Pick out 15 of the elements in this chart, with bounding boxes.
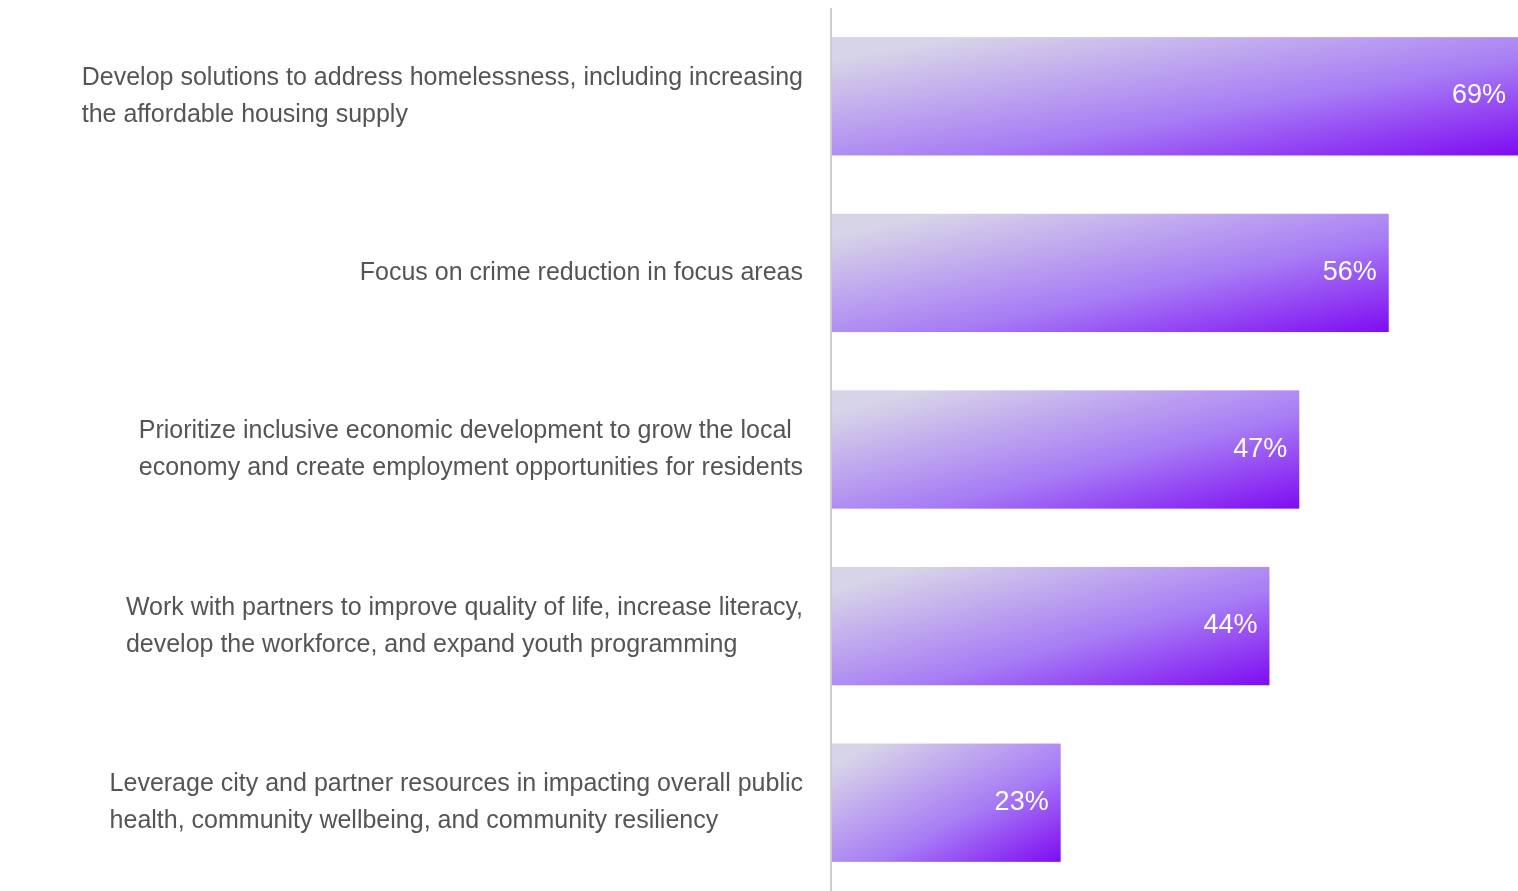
data-label: 44% xyxy=(1203,609,1258,640)
data-label: 23% xyxy=(994,785,1049,816)
data-label: 47% xyxy=(1233,432,1288,463)
y-tick-label: Prioritize inclusive economic development to grow the local economy and create employment opportunities for residents xyxy=(138,414,803,480)
y-tick-label: Work with partners to improve quality of life, increase literacy, develop the workforce, and expand youth programming xyxy=(125,591,804,657)
bar xyxy=(832,213,1389,333)
data-label: 56% xyxy=(1322,256,1377,287)
y-tick-label: Focus on crime reduction in focus areas xyxy=(359,256,803,285)
data-label: 69% xyxy=(1451,79,1506,110)
y-tick-label: Leverage city and partner resources in impacting overall public health, community wellbeing, and community resiliency xyxy=(109,767,803,833)
y-tick-label: Develop solutions to address homelessness, including increasing the affordable housing supply xyxy=(81,61,804,127)
bar xyxy=(832,743,1061,862)
bar xyxy=(832,37,1518,156)
bar xyxy=(832,566,1270,686)
bar xyxy=(832,390,1300,509)
